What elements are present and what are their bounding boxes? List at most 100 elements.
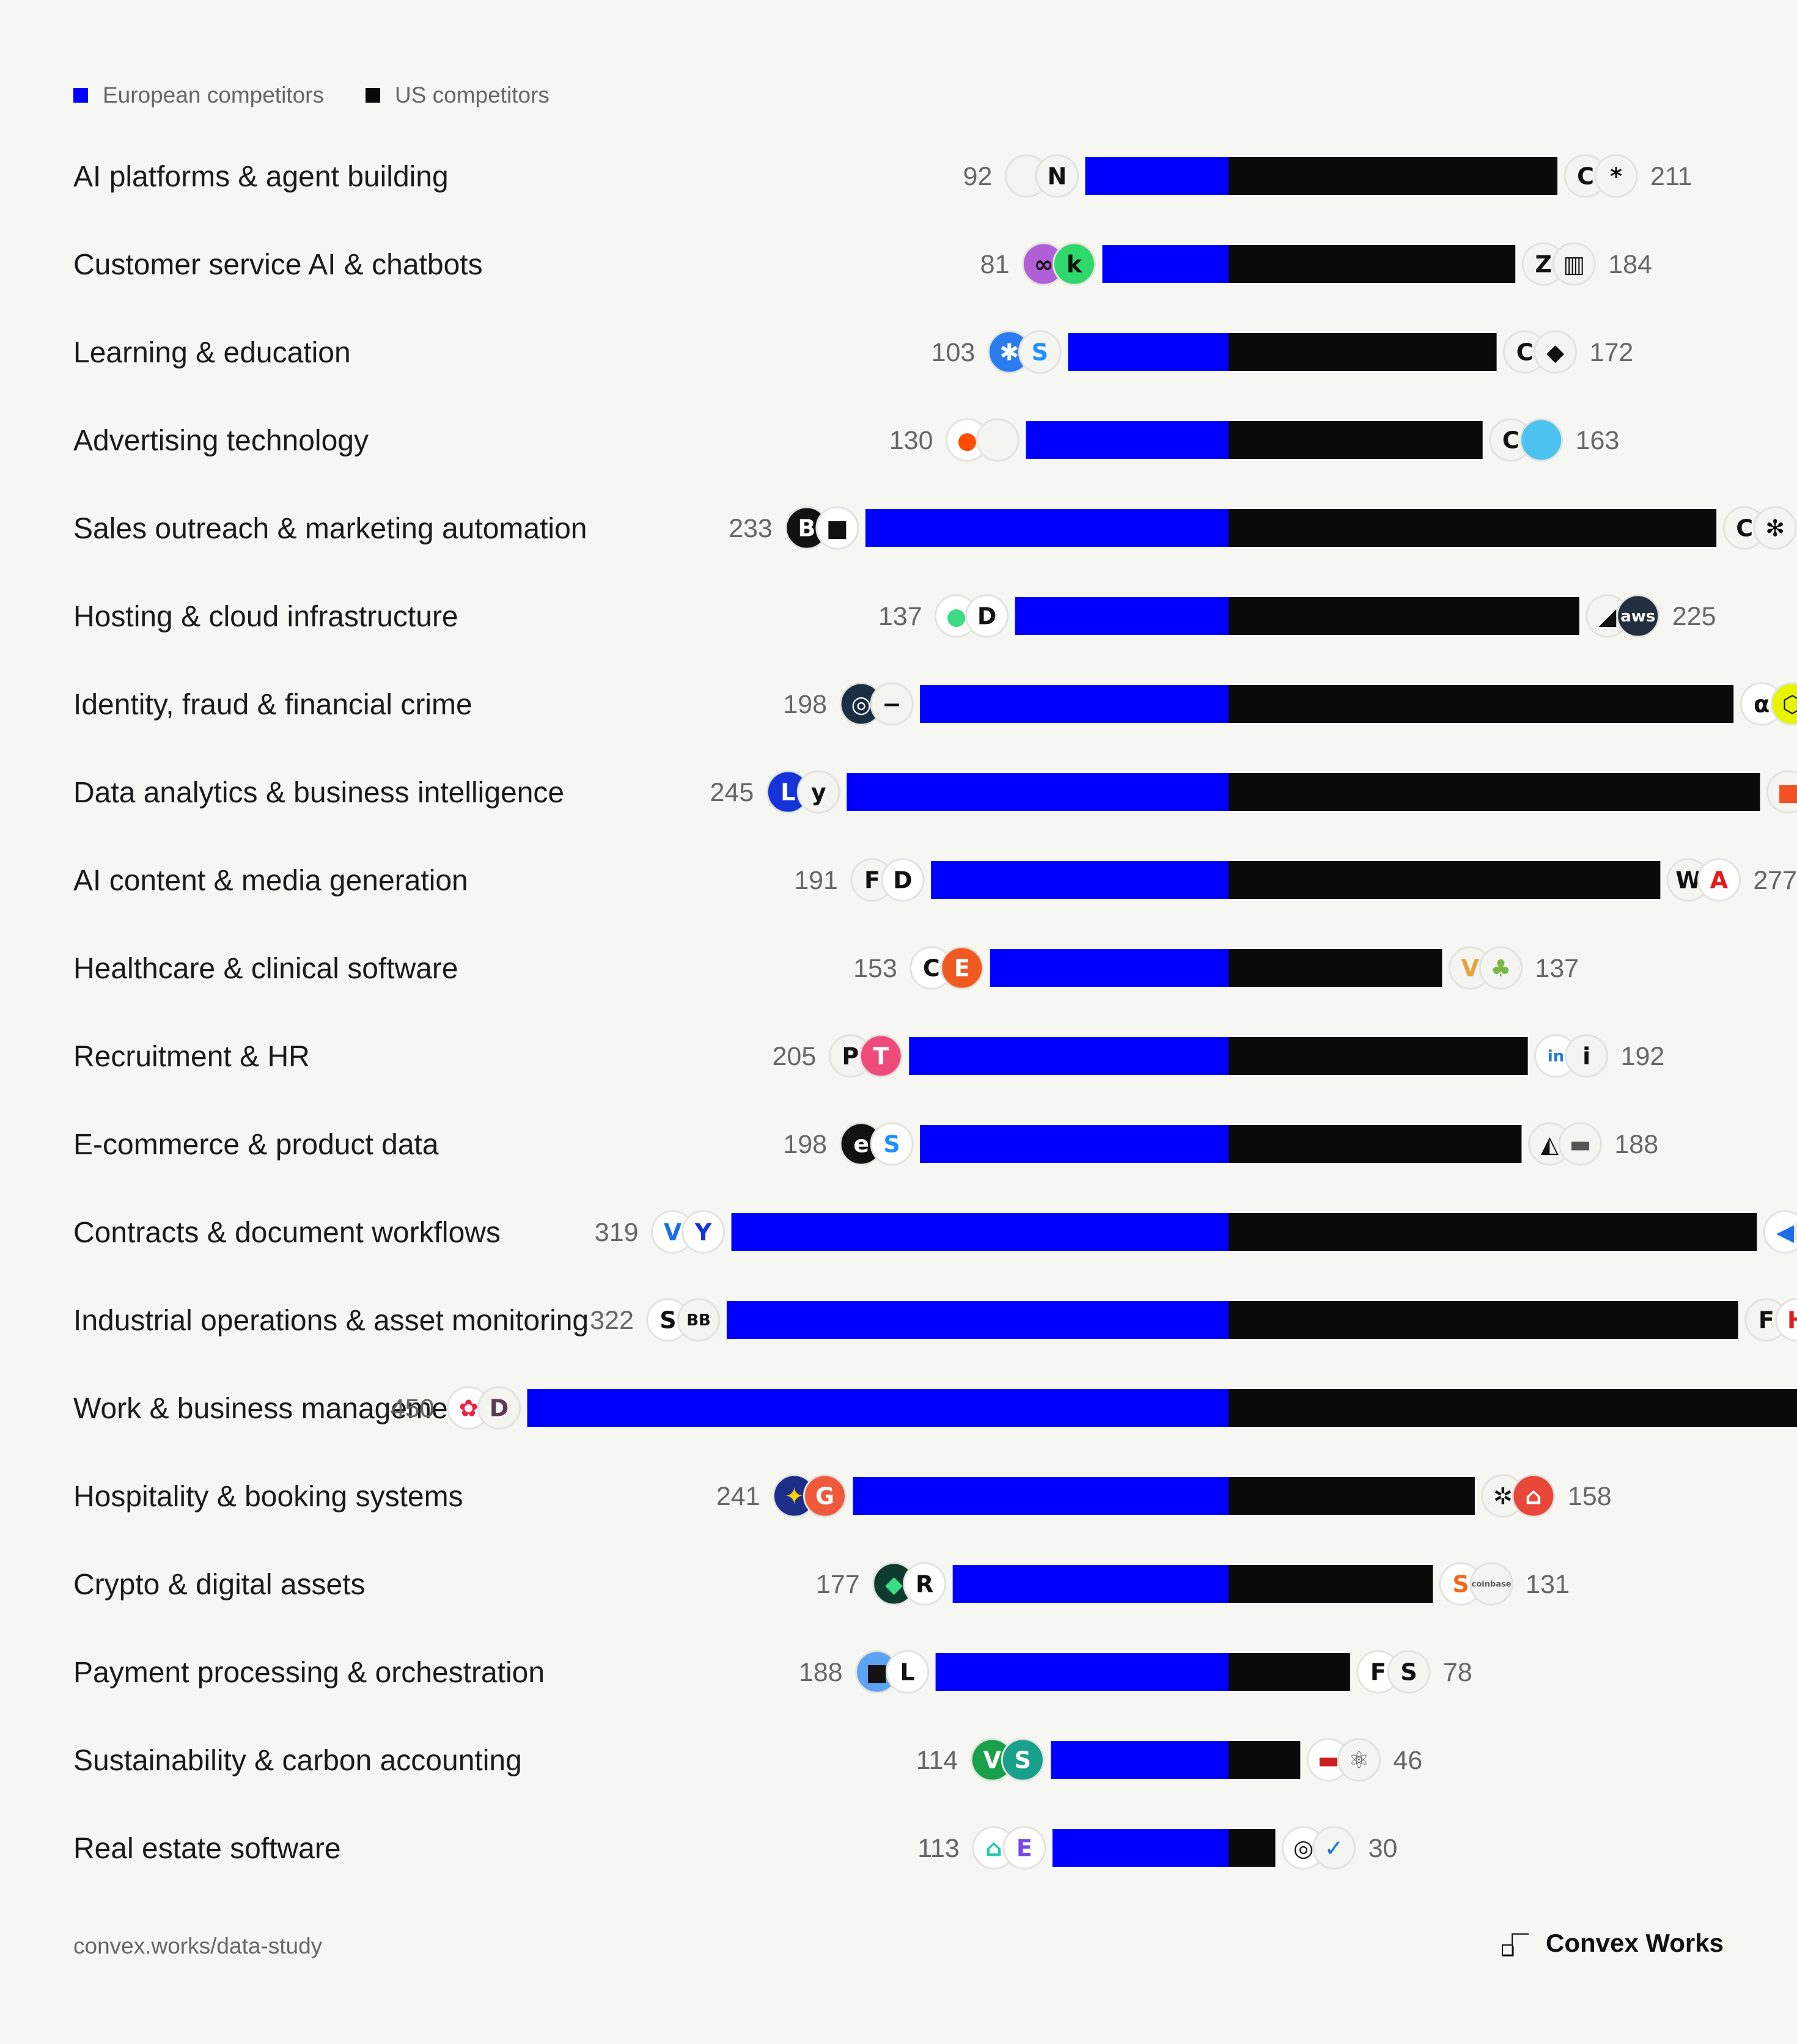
logo-european-1-glyph: ● (957, 427, 977, 453)
logo-us-2-bg (1594, 154, 1638, 198)
logo-us-1-glyph: ◢ (1598, 603, 1617, 629)
logo-european-1-glyph: ◆ (885, 1570, 903, 1597)
bar-european (920, 685, 1229, 723)
logo-european-2: E (940, 946, 984, 990)
logo-european-2-glyph: BB (686, 1311, 711, 1330)
bar-us (1229, 597, 1579, 635)
logo-us-2 (1520, 418, 1564, 462)
bar-european (731, 1213, 1229, 1251)
logo-european-1: S (646, 1298, 690, 1342)
value-label-us: 30 (1369, 1834, 1398, 1863)
logo-us-2-bg (1793, 1220, 1797, 1244)
logo-european-2-bg (803, 1474, 847, 1518)
bar-european (1102, 245, 1229, 283)
category-label: Advertising technology (73, 425, 369, 457)
logo-european-1-glyph: ● (946, 603, 966, 629)
logo-us-2: ⚛ (1337, 1738, 1381, 1782)
logo-us-2-glyph: ✓ (1325, 1834, 1344, 1861)
bar-us (1229, 1741, 1301, 1779)
logo-european-1-glyph: ◎ (851, 690, 872, 717)
logo-us-2: ❖ (1793, 1220, 1797, 1244)
bar-us (1229, 509, 1717, 547)
logo-european-2: T (859, 1034, 903, 1078)
value-label-us: 277 (1753, 866, 1797, 895)
logo-us-2-glyph: ⬡ (1782, 690, 1797, 717)
category-label: Payment processing & orchestration (73, 1657, 545, 1689)
logo-european-1: V (970, 1738, 1014, 1782)
logo-us-1-glyph: S (1452, 1570, 1469, 1597)
value-label-european: 137 (878, 602, 922, 631)
logo-us-1-glyph: ▬ (1317, 1746, 1339, 1773)
legend-label-european: European competitors (103, 82, 324, 108)
value-label-european: 113 (917, 1834, 960, 1863)
logo-us-2: A (1697, 858, 1741, 902)
bar-us (1229, 157, 1558, 195)
logo-us-2-bg (1479, 946, 1523, 990)
bar-european (847, 773, 1229, 811)
bar-european (930, 861, 1229, 899)
logo-us-1: F (1744, 1298, 1788, 1342)
logo-european-2: L (886, 1650, 930, 1694)
value-label-european: 233 (729, 514, 773, 543)
logo-us-2-bg (1337, 1738, 1381, 1782)
logo-european-2-glyph: D (977, 603, 997, 629)
logo-us-2-bg (1512, 1474, 1556, 1518)
footer-url[interactable]: convex.works/data-study (73, 1933, 323, 1958)
logo-us-1: α (1740, 682, 1784, 726)
logo-us-2: ◆ (1534, 330, 1578, 374)
logo-european-1-glyph: B (798, 515, 815, 541)
category-label: Data analytics & business intelligence (73, 777, 564, 809)
logo-us-2-glyph: ▥ (1563, 251, 1585, 277)
logo-european-2-glyph: ■ (826, 515, 848, 541)
category-label: Work & business management (73, 1393, 472, 1425)
logo-european-2-glyph: N (1047, 163, 1067, 189)
logo-us-2-glyph: H (1787, 1306, 1797, 1333)
bar-us (1229, 1389, 1797, 1427)
value-label-us: 172 (1590, 338, 1634, 367)
value-label-us: 163 (1576, 426, 1620, 455)
logo-us-2-bg (1552, 242, 1596, 286)
bar-european (1026, 421, 1229, 459)
bar-european (726, 1301, 1229, 1339)
logo-european-2: k (1052, 242, 1096, 286)
category-label: Customer service AI & chatbots (73, 249, 483, 281)
logo-us-2: ▥ (1552, 242, 1596, 286)
logo-us-1-glyph: W (1675, 866, 1701, 893)
logo-european-2: E (1002, 1826, 1046, 1870)
logo-european-1: ∞ (1021, 242, 1065, 286)
value-label-european: 177 (816, 1570, 860, 1599)
value-label-european: 81 (980, 250, 1010, 279)
logo-us-2: ✻ (1753, 506, 1797, 550)
logo-european-2: D (965, 594, 1009, 638)
logo-us-2: ♣ (1479, 946, 1523, 990)
value-label-us: 137 (1535, 954, 1579, 983)
logo-european-1: V (651, 1210, 695, 1254)
logo-us-2: ⬡ (1770, 682, 1797, 726)
bar-us (1229, 1653, 1350, 1691)
logo-european-2-bg (1035, 154, 1079, 198)
logo-european-2-bg (1001, 1738, 1045, 1782)
bar-european (952, 1565, 1229, 1603)
logo-european-1-glyph: V (983, 1746, 1002, 1773)
logo-us-2-glyph: ✻ (1765, 515, 1785, 541)
logo-us-2: ⌂ (1512, 1474, 1556, 1518)
logo-european-2-bg (976, 418, 1020, 462)
logo-european-1: F (850, 858, 894, 902)
logo-european-1-glyph: V (664, 1218, 682, 1245)
logo-us-2-glyph: ♣ (1490, 954, 1511, 981)
logo-us-1-glyph: C (1516, 339, 1534, 365)
logo-european-1: C (910, 946, 954, 990)
logo-european-2: ■ (815, 506, 859, 550)
logo-european-2: S (1018, 330, 1062, 374)
logo-us-1-glyph: F (1758, 1306, 1774, 1333)
logo-us-2-bg (1770, 682, 1797, 726)
value-label-european: 241 (716, 1482, 760, 1511)
bar-european (990, 949, 1229, 987)
logo-european-2-bg (1018, 330, 1062, 374)
bar-us (1229, 861, 1661, 899)
logo-us-2-glyph: ⚛ (1348, 1746, 1369, 1773)
logo-european-2-bg (940, 946, 984, 990)
legend-item-european: European competitors (73, 82, 324, 108)
logo-us-2-bg (1697, 858, 1741, 902)
category-label: Recruitment & HR (73, 1041, 310, 1073)
